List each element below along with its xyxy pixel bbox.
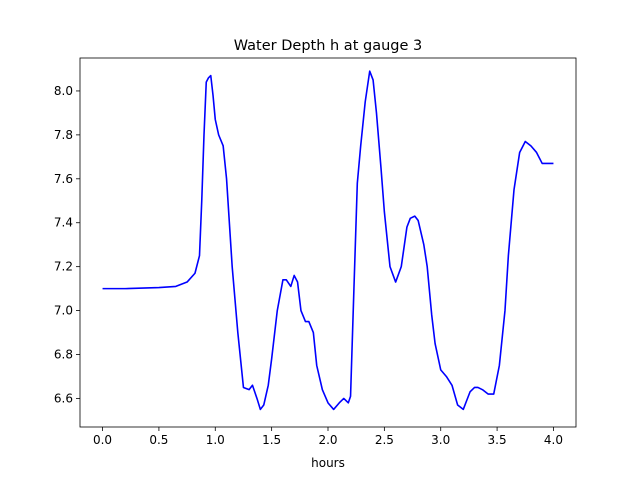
y-tick-label: 7.6 [54,172,73,186]
series-line [102,70,554,411]
x-tick-label: 2.5 [375,433,394,447]
x-tick-label: 3.0 [431,433,450,447]
y-tick-label: 6.8 [54,348,73,362]
x-tick-label: 4.0 [544,433,563,447]
chart-title: Water Depth h at gauge 3 [234,38,422,54]
y-tick-label: 7.2 [54,260,73,274]
x-tick-label: 1.5 [262,433,281,447]
x-tick-label: 0.0 [93,433,112,447]
y-tick-label: 7.8 [54,128,73,142]
y-tick-label: 8.0 [54,84,73,98]
axes-frame [79,57,577,428]
x-tick-label: 1.0 [206,433,225,447]
plot-area: 0.0 0.5 1.0 1.5 2.0 2.5 3.0 3.5 4.0 6.6 6.8 7.0 7.2… [54,57,577,447]
plot-background [80,58,576,427]
x-axis-label: hours [311,456,345,470]
y-tick-label: 7.0 [54,304,73,318]
y-tick-label: 7.4 [54,216,73,230]
x-tick-label: 3.5 [488,433,507,447]
x-tick-label: 2.0 [318,433,337,447]
y-axis-ticks: 6.6 6.8 7.0 7.2 7.4 7.6 7.8 8.0 [54,84,80,405]
y-tick-label: 6.6 [54,391,73,405]
x-tick-label: 0.5 [149,433,168,447]
x-axis-ticks: 0.0 0.5 1.0 1.5 2.0 2.5 3.0 3.5 4.0 [93,427,563,447]
